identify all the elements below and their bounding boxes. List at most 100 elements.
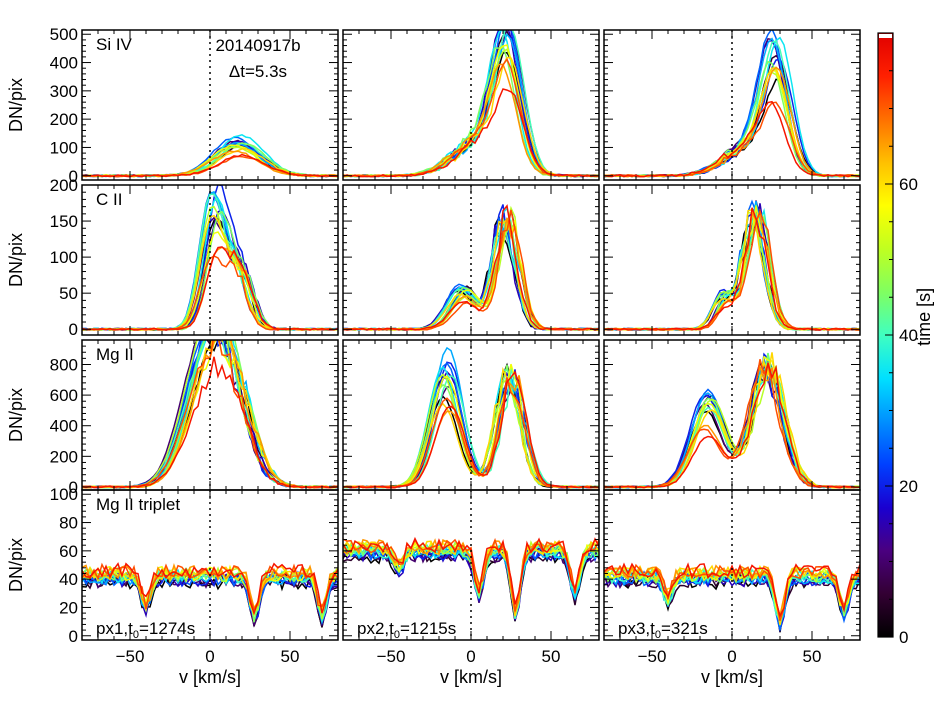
- time-profile-line: [604, 365, 860, 489]
- time-profile-line: [343, 216, 599, 331]
- panel-r0-c1: [342, 29, 600, 181]
- time-profile-line: [82, 564, 338, 617]
- time-profile-line: [343, 370, 599, 489]
- colorbar-tick-label: 20: [899, 477, 918, 496]
- y-tick-label: 200: [50, 176, 78, 195]
- time-profile-line: [82, 190, 338, 331]
- time-profile-line: [604, 359, 860, 489]
- y-tick-label: 20: [59, 598, 78, 617]
- time-profile-line: [604, 69, 860, 178]
- time-profile-line: [82, 190, 338, 331]
- time-profile-line: [343, 218, 599, 331]
- y-tick-label: 0: [69, 478, 78, 497]
- y-tick-label: 0: [69, 320, 78, 339]
- y-axis-label: DN/pix: [6, 233, 26, 287]
- x-tick-label: −50: [638, 647, 667, 666]
- y-tick-label: 0: [69, 167, 78, 186]
- y-tick-label: 400: [50, 54, 78, 73]
- time-profile-line: [343, 56, 599, 178]
- time-profile-line: [604, 200, 860, 331]
- time-profile-line: [604, 100, 860, 178]
- time-profile-line: [604, 58, 860, 178]
- time-profile-line: [343, 30, 599, 178]
- x-tick-label: −50: [377, 647, 406, 666]
- time-profile-line: [82, 217, 338, 331]
- time-profile-line: [604, 201, 860, 331]
- time-profile-line: [82, 217, 338, 331]
- time-profile-line: [604, 563, 860, 621]
- colorbar-top-cap: [879, 34, 892, 38]
- y-tick-label: 200: [50, 447, 78, 466]
- panel-r2-c1: [342, 339, 600, 491]
- time-profile-line: [343, 30, 599, 178]
- y-tick-label: 800: [50, 355, 78, 374]
- time-profile-line: [343, 57, 599, 178]
- panel-r3-c2: [603, 489, 861, 641]
- time-profile-line: [82, 246, 338, 331]
- x-axis-label: v [km/s]: [701, 667, 763, 687]
- x-tick-label: 0: [466, 647, 475, 666]
- x-tick-label: 0: [205, 647, 214, 666]
- pixel-t0-label: px1,t0=1274s: [96, 619, 195, 641]
- colorbar-tick-label: 60: [899, 175, 918, 194]
- y-tick-label: 100: [50, 138, 78, 157]
- panel-curves: [343, 536, 599, 622]
- x-tick-label: 50: [281, 647, 300, 666]
- time-profile-line: [604, 207, 860, 331]
- figure-id: 20140917b: [215, 36, 300, 55]
- panel-r1-c0: [81, 184, 339, 336]
- y-tick-label: 150: [50, 212, 78, 231]
- time-profile-line: [604, 224, 860, 331]
- y-tick-label: 100: [50, 248, 78, 267]
- spectral-line-label: Mg II: [96, 345, 134, 364]
- colorbar-label: time [s]: [914, 288, 934, 346]
- x-tick-label: 50: [542, 647, 561, 666]
- y-axis-label: DN/pix: [6, 388, 26, 442]
- panel-r3-c0: [81, 489, 339, 641]
- y-tick-label: 600: [50, 386, 78, 405]
- colorbar-tick-label: 0: [899, 628, 908, 647]
- panel-r2-c2: [603, 339, 861, 491]
- panel-curves: [82, 133, 338, 178]
- time-profile-line: [604, 199, 860, 331]
- time-profile-line: [343, 88, 599, 178]
- panel-curves: [604, 199, 860, 331]
- y-tick-label: 80: [59, 514, 78, 533]
- x-axis-label: v [km/s]: [440, 667, 502, 687]
- y-axis-label: DN/pix: [6, 538, 26, 592]
- time-profile-line: [604, 71, 860, 178]
- time-profile-line: [343, 218, 599, 331]
- panel-r3-c1: [342, 489, 600, 641]
- spectral-line-label: C II: [96, 190, 122, 209]
- time-profile-line: [343, 30, 599, 178]
- y-tick-label: 200: [50, 110, 78, 129]
- y-tick-label: 100: [50, 485, 78, 504]
- pixel-t0-label: px3,t0=321s: [618, 619, 708, 641]
- x-axis-label: v [km/s]: [179, 667, 241, 687]
- panel-r0-c2: [603, 29, 861, 181]
- y-tick-label: 300: [50, 82, 78, 101]
- y-tick-label: 500: [50, 25, 78, 44]
- y-tick-label: 50: [59, 284, 78, 303]
- panel-r0-c0: [81, 29, 339, 181]
- spectral-line-label: Mg II triplet: [96, 495, 180, 514]
- y-tick-label: 40: [59, 570, 78, 589]
- x-tick-label: −50: [116, 647, 145, 666]
- y-tick-label: 0: [69, 627, 78, 646]
- y-axis-label: DN/pix: [6, 78, 26, 132]
- y-tick-label: 400: [50, 417, 78, 436]
- y-tick-label: 60: [59, 542, 78, 561]
- time-profile-line: [604, 366, 860, 489]
- time-profile-line: [604, 365, 860, 489]
- time-profile-line: [604, 369, 860, 489]
- pixel-t0-label: px2,t0=1215s: [357, 619, 456, 641]
- panel-r1-c1: [342, 184, 600, 336]
- time-profile-line: [604, 362, 860, 489]
- time-profile-line: [343, 216, 599, 331]
- cadence-label: Δt=5.3s: [229, 62, 287, 81]
- time-profile-line: [604, 562, 860, 618]
- colorbar-tick-label: 40: [899, 326, 918, 345]
- panel-r1-c2: [603, 184, 861, 336]
